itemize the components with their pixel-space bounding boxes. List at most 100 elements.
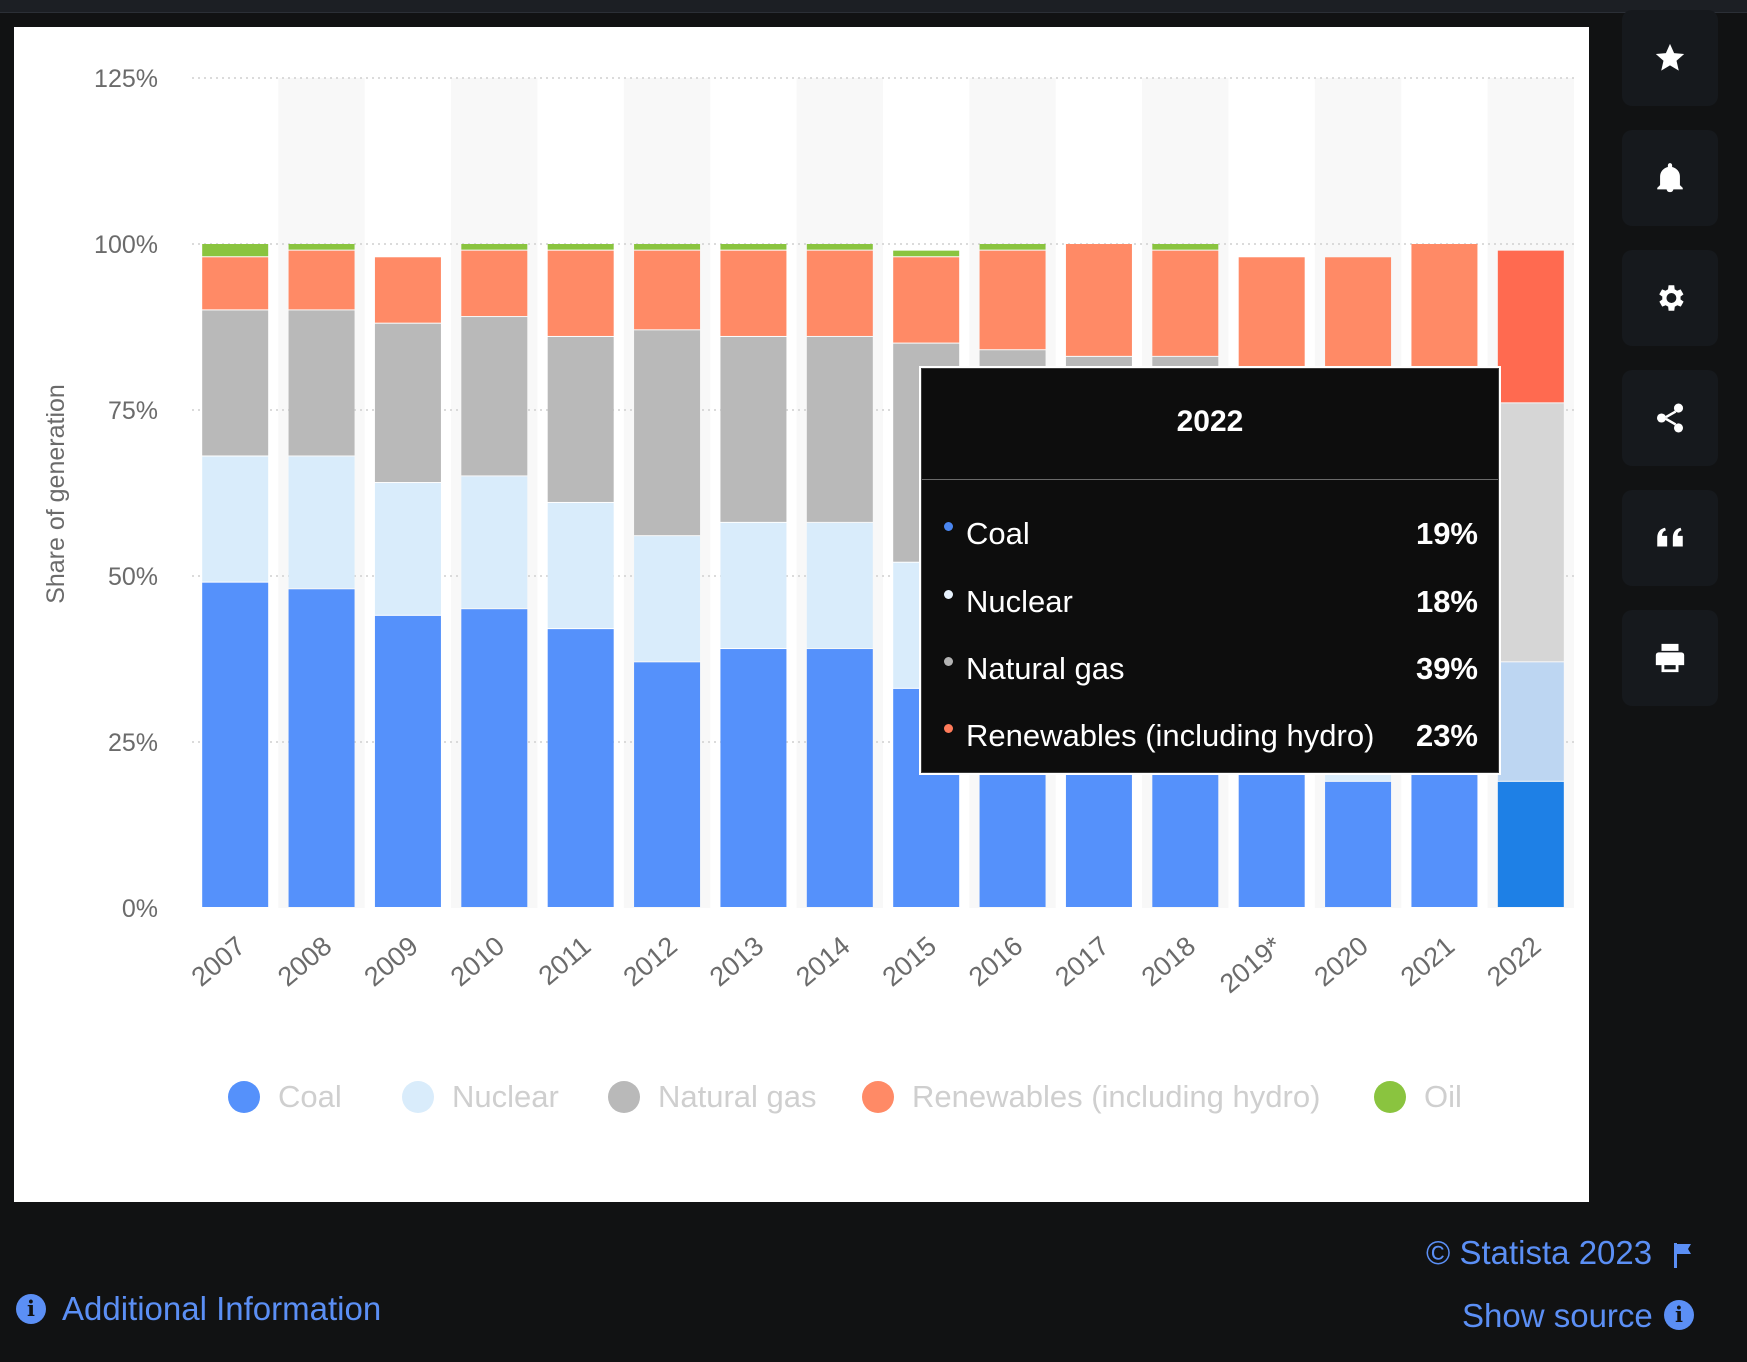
y-tick-label: 100% [94,231,158,259]
bar-segment-renewables-including-hydro-2007[interactable] [202,257,269,310]
bar-segment-coal-2007[interactable] [202,582,269,907]
bar-segment-coal-2011[interactable] [547,629,614,907]
flag-icon[interactable] [1670,1241,1694,1269]
bar-segment-coal-2020[interactable] [1325,781,1392,907]
bar-segment-natural-gas-2010[interactable] [461,317,528,476]
bar-segment-renewables-including-hydro-2022[interactable] [1497,250,1564,403]
tooltip-dot-coal [944,522,953,531]
tooltip-row-coal: Coal 19% [944,508,1478,556]
notification-button[interactable] [1622,130,1718,226]
y-axis-ticks: 0% 25% 50% 75% 100% 125% [94,65,158,923]
settings-button[interactable] [1622,250,1718,346]
bar-segment-renewables-including-hydro-2014[interactable] [806,250,873,336]
x-tick-label: 2009 [358,931,423,993]
bar-segment-natural-gas-2009[interactable] [374,323,441,483]
bar-segment-coal-2010[interactable] [461,609,528,907]
bar-segment-renewables-including-hydro-2010[interactable] [461,250,528,317]
x-tick-label: 2022 [1481,931,1546,993]
legend-item[interactable]: Oil [1374,1079,1462,1114]
bar-segment-coal-2022[interactable] [1497,781,1564,907]
x-tick-label: 2015 [877,931,942,993]
legend-item[interactable]: Nuclear [402,1079,559,1114]
bar-segment-oil-2013[interactable] [720,244,787,250]
bar-segment-oil-2016[interactable] [979,244,1046,250]
bar-segment-oil-2011[interactable] [547,244,614,250]
tooltip-row-nuclear: Nuclear 18% [944,576,1478,624]
bar-segment-renewables-including-hydro-2013[interactable] [720,250,787,336]
y-axis-title: Share of generation [42,384,70,604]
tooltip-dot-nuclear [944,590,953,599]
bar-segment-natural-gas-2013[interactable] [720,336,787,522]
bar-segment-coal-2008[interactable] [288,589,355,907]
tooltip-dot-natural-gas [944,657,953,666]
tooltip-name: Natural gas [966,651,1125,686]
info-icon[interactable]: i [1664,1300,1694,1330]
tooltip-value: 19% [1415,516,1478,551]
bar-segment-oil-2008[interactable] [288,244,355,250]
bar-segment-natural-gas-2012[interactable] [634,330,701,536]
favorite-button[interactable] [1622,10,1718,106]
top-bar [0,0,1747,13]
legend-item[interactable]: Renewables (including hydro) [862,1079,1320,1114]
print-icon [1655,643,1685,673]
print-button[interactable] [1622,610,1718,706]
legend-item[interactable]: Natural gas [608,1079,817,1114]
bar-segment-renewables-including-hydro-2008[interactable] [288,250,355,310]
bar-segment-natural-gas-2014[interactable] [806,336,873,522]
bar-segment-oil-2015[interactable] [893,250,960,257]
additional-information-link[interactable]: Additional Information [62,1290,382,1327]
bar-segment-oil-2010[interactable] [461,244,528,250]
bar-segment-nuclear-2011[interactable] [547,502,614,629]
bar-segment-renewables-including-hydro-2017[interactable] [1065,244,1132,356]
bar-segment-nuclear-2008[interactable] [288,456,355,589]
legend-item[interactable]: Coal [228,1079,342,1114]
gear-icon [1659,285,1684,311]
bar-segment-renewables-including-hydro-2015[interactable] [893,257,960,343]
bar-segment-natural-gas-2022[interactable] [1497,403,1564,662]
show-source-link[interactable]: Show source [1462,1297,1653,1334]
x-tick-label: 2021 [1395,931,1460,993]
legend-swatch [402,1081,434,1113]
legend-label: Renewables (including hydro) [912,1079,1320,1114]
bar-segment-renewables-including-hydro-2009[interactable] [374,257,441,323]
tooltip-value: 39% [1415,651,1478,686]
x-tick-label: 2008 [272,931,337,993]
bar-segment-oil-2007[interactable] [202,244,269,257]
bar-segment-renewables-including-hydro-2018[interactable] [1152,250,1219,356]
bar-segment-natural-gas-2011[interactable] [547,336,614,502]
x-axis-ticks: 2007 2008 2009 2010 2011 2012 2013 2014 2015 2016… [186,930,1547,999]
bar-segment-renewables-including-hydro-2012[interactable] [634,250,701,330]
share-button[interactable] [1622,370,1718,466]
bar-segment-nuclear-2014[interactable] [806,522,873,649]
info-icon[interactable]: i [16,1294,46,1324]
bar-segment-renewables-including-hydro-2016[interactable] [979,250,1046,350]
bar-segment-coal-2013[interactable] [720,649,787,907]
bar-segment-coal-2014[interactable] [806,649,873,907]
bar-segment-coal-2012[interactable] [634,662,701,907]
x-tick-label: 2012 [618,931,683,993]
legend-swatch [228,1081,260,1113]
bar-segment-oil-2018[interactable] [1152,244,1219,250]
bar-segment-natural-gas-2008[interactable] [288,310,355,456]
legend: Coal Nuclear Natural gas Renewables (includ… [228,1079,1462,1114]
bar-segment-natural-gas-2007[interactable] [202,310,269,456]
copyright-link[interactable]: © Statista 2023 [1426,1234,1653,1271]
tooltip-name: Nuclear [966,584,1073,619]
legend-label: Nuclear [452,1079,559,1114]
bar-segment-nuclear-2022[interactable] [1497,662,1564,781]
bar-segment-nuclear-2007[interactable] [202,456,269,582]
bar-segment-coal-2009[interactable] [374,615,441,907]
bar-segment-oil-2014[interactable] [806,244,873,250]
bar-segment-nuclear-2013[interactable] [720,522,787,649]
bar-segment-nuclear-2012[interactable] [634,536,701,662]
bar-segment-nuclear-2009[interactable] [374,483,441,615]
y-tick-label: 50% [108,563,158,591]
tooltip-row-renewables: Renewables (including hydro) 23% [944,710,1478,758]
bar-segment-renewables-including-hydro-2019[interactable] [1238,257,1305,383]
x-tick-label: 2007 [186,931,251,993]
tooltip-row-natural-gas: Natural gas 39% [944,643,1478,691]
bar-segment-oil-2012[interactable] [634,244,701,250]
cite-button[interactable] [1622,490,1718,586]
bar-segment-renewables-including-hydro-2011[interactable] [547,250,614,336]
bar-segment-nuclear-2010[interactable] [461,476,528,609]
